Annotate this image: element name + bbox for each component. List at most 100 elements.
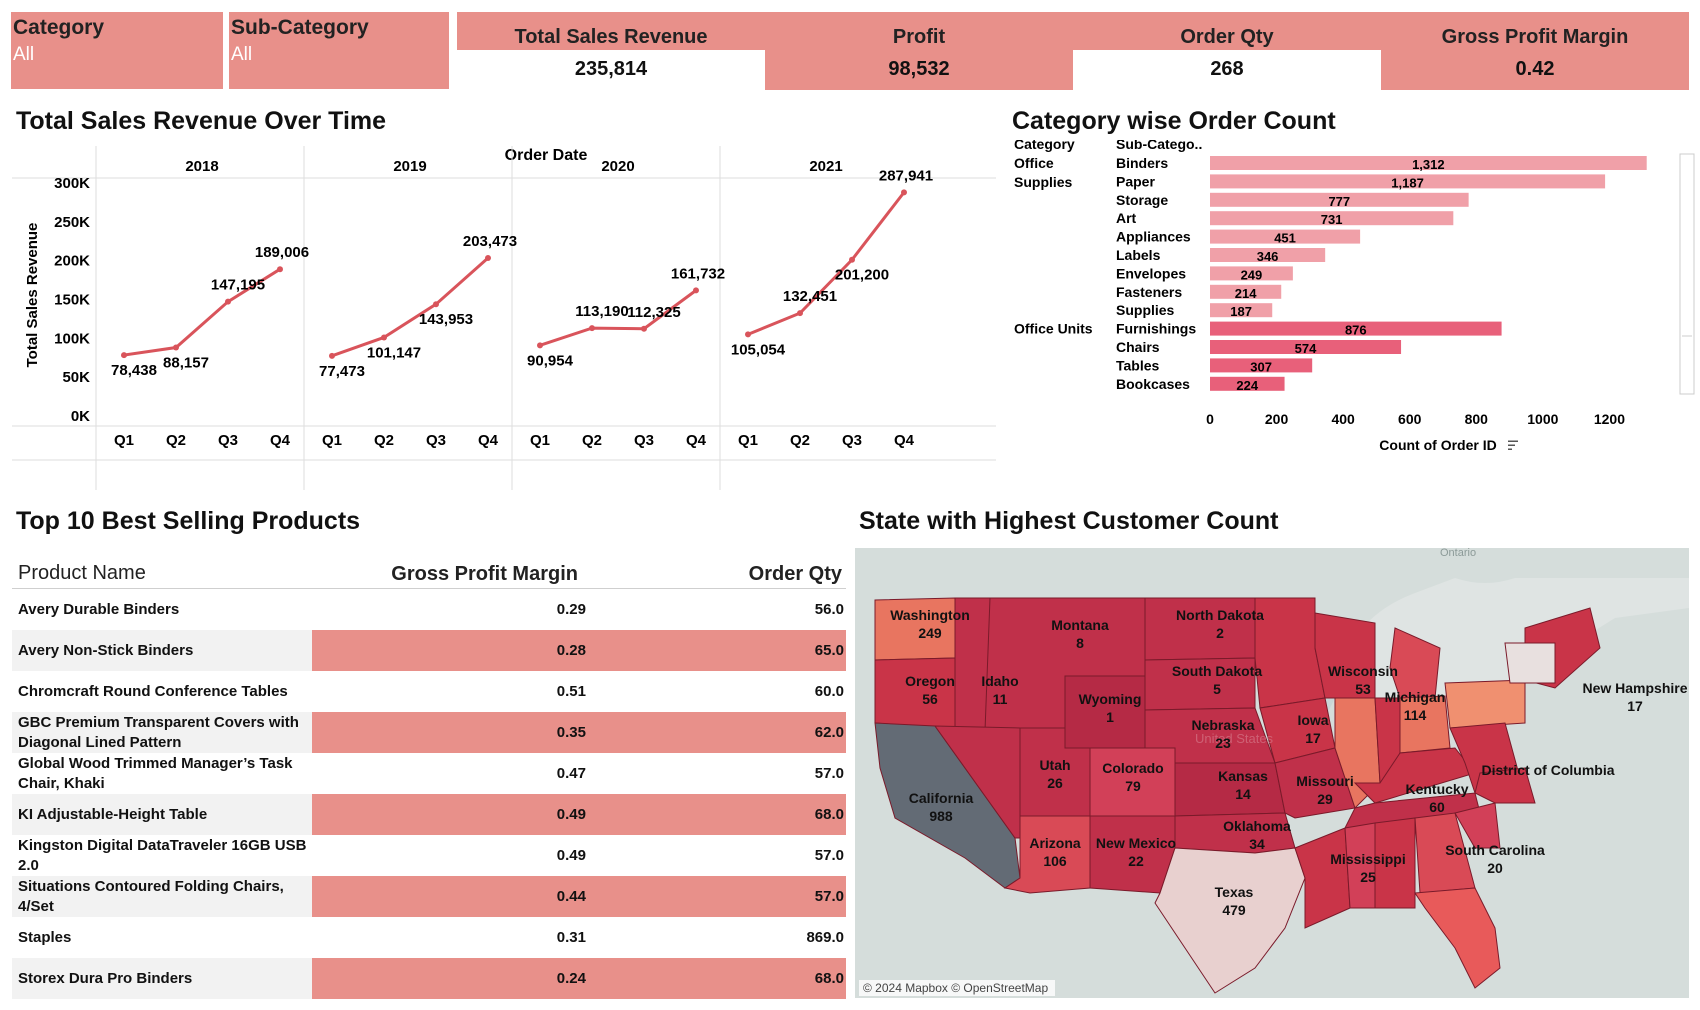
category-filter[interactable]: Category All (11, 12, 223, 89)
product-gross-profit-margin: 0.24 (556, 970, 586, 987)
bar-tables[interactable] (1210, 358, 1313, 373)
sales-data-label: 203,473 (463, 233, 517, 250)
state-count-south-dakota: 5 (1213, 681, 1221, 697)
bar-value-label: 574 (1295, 341, 1317, 356)
table-row[interactable]: GBC Premium Transparent Covers with Diag… (12, 712, 846, 753)
bar-appliances[interactable] (1210, 229, 1361, 244)
kpi-strip: Total Sales Revenue 235,814 Profit 98,53… (457, 12, 1689, 90)
header-product-name[interactable]: Product Name (18, 562, 146, 584)
bar-envelopes[interactable] (1210, 266, 1293, 281)
state-florida[interactable] (1414, 887, 1501, 989)
sales-point[interactable] (329, 352, 335, 359)
sales-point[interactable] (849, 256, 855, 263)
product-name: Staples (18, 928, 72, 946)
product-order-qty: 68.0 (814, 970, 844, 987)
bar-storage[interactable] (1210, 192, 1469, 207)
header-order-qty[interactable]: Order Qty (748, 563, 842, 585)
sales-point[interactable] (589, 325, 595, 332)
subcategory-filter[interactable]: Sub-Category All (229, 12, 449, 89)
table-row[interactable]: Avery Durable Binders 0.29 56.0 (12, 589, 846, 630)
state-count-oregon: 56 (922, 691, 938, 707)
category-chart-title: Category wise Order Count (1012, 107, 1336, 135)
bar-chairs[interactable] (1210, 340, 1402, 354)
state-pennsylvania[interactable] (1444, 679, 1526, 729)
sales-point[interactable] (641, 325, 647, 332)
subcategory-filter-value[interactable]: All (231, 44, 253, 65)
sales-data-label: 161,732 (671, 265, 725, 282)
group-label-office: Office (1014, 155, 1054, 171)
bar-labels[interactable] (1210, 248, 1326, 262)
state-label-north-dakota: North Dakota (1176, 607, 1264, 623)
table-row[interactable]: KI Adjustable-Height Table 0.49 68.0 (12, 794, 846, 835)
state-texas[interactable] (1154, 847, 1306, 994)
bar-supplies[interactable] (1210, 303, 1273, 318)
state-wyoming[interactable] (1064, 675, 1146, 749)
sales-point[interactable] (485, 254, 491, 261)
bar-fasteners[interactable] (1210, 284, 1282, 299)
state-label-south-carolina: South Carolina (1445, 842, 1545, 858)
subcategory-label: Bookcases (1116, 376, 1190, 392)
sales-point[interactable] (797, 310, 803, 317)
table-row[interactable]: Staples 0.31 869.0 (12, 917, 846, 958)
bar-value-label: 249 (1241, 267, 1263, 282)
state-new-york[interactable] (1504, 642, 1556, 684)
state-count-north-dakota: 2 (1216, 625, 1224, 641)
sales-point[interactable] (901, 189, 907, 196)
quarter-tick-label: Q2 (374, 432, 394, 449)
table-row[interactable]: Situations Contoured Folding Chairs, 4/S… (12, 876, 846, 917)
sales-point[interactable] (433, 301, 439, 308)
bar-art[interactable] (1210, 211, 1454, 226)
bar-bookcases[interactable] (1210, 376, 1285, 391)
table-row[interactable]: Avery Non-Stick Binders 0.28 65.0 (12, 630, 846, 671)
kpi-label: Order Qty (1073, 12, 1381, 50)
sales-point[interactable] (693, 287, 699, 294)
category-bar-chart: Category Sub-Catego.. Office Supplies Office… (1014, 140, 1695, 453)
state-count-wisconsin: 53 (1355, 681, 1371, 697)
product-name: KI Adjustable-Height Table (18, 805, 208, 823)
table-row[interactable]: Kingston Digital DataTraveler 16GB USB 2… (12, 835, 846, 876)
y-tick-label: 300K (54, 175, 90, 192)
state-tennessee[interactable] (1344, 792, 1481, 829)
map-attribution[interactable]: © 2024 Mapbox © OpenStreetMap (863, 981, 1048, 995)
us-states-map[interactable]: Ontario (855, 548, 1689, 998)
table-row[interactable]: Chromcraft Round Conference Tables 0.51 60… (12, 671, 846, 712)
category-filter-label: Category (13, 16, 105, 39)
sort-icon[interactable] (1508, 440, 1518, 450)
state-north-carolina[interactable] (1474, 767, 1536, 804)
state-south-carolina[interactable] (1454, 802, 1501, 849)
state-count-new-mexico: 22 (1128, 853, 1144, 869)
state-missouri[interactable] (1274, 747, 1356, 819)
bar-value-label: 346 (1257, 249, 1279, 264)
col-header-subcategory: Sub-Catego.. (1116, 140, 1202, 152)
row-name-shade (12, 630, 312, 671)
sales-point[interactable] (225, 298, 231, 305)
col-header-category: Category (1014, 140, 1075, 152)
sales-point[interactable] (173, 344, 179, 351)
quarter-tick-label: Q1 (530, 432, 550, 449)
table-row[interactable]: Global Wood Trimmed Manager’s Task Chair… (12, 753, 846, 794)
sales-point[interactable] (745, 331, 751, 338)
category-filter-value[interactable]: All (13, 44, 35, 65)
year-header: 2020 (601, 158, 634, 175)
product-name: Storex Dura Pro Binders (18, 969, 193, 987)
product-gross-profit-margin: 0.29 (556, 601, 586, 618)
chart-scrollbar[interactable] (1679, 153, 1695, 395)
state-alabama[interactable] (1374, 817, 1416, 909)
subcategory-label: Fasteners (1116, 284, 1182, 300)
product-order-qty: 869.0 (806, 929, 844, 946)
order-date-header: Order Date (505, 147, 588, 164)
state-arkansas-louisiana[interactable] (1294, 827, 1351, 929)
product-order-qty: 60.0 (814, 683, 844, 700)
table-row[interactable]: Storex Dura Pro Binders 0.24 68.0 (12, 958, 846, 999)
header-gross-profit-margin[interactable]: Gross Profit Margin (391, 563, 578, 585)
bar-furnishings[interactable] (1210, 321, 1502, 336)
bar-paper[interactable] (1210, 174, 1606, 189)
kpi-gross-profit-margin: Gross Profit Margin 0.42 (1381, 12, 1689, 90)
sales-point[interactable] (381, 334, 387, 341)
sales-point[interactable] (537, 342, 543, 349)
sales-point[interactable] (277, 266, 283, 273)
y-tick-label: 150K (54, 292, 90, 309)
sales-point[interactable] (121, 352, 127, 359)
sales-data-label: 78,438 (111, 362, 157, 379)
bar-binders[interactable] (1210, 156, 1647, 170)
